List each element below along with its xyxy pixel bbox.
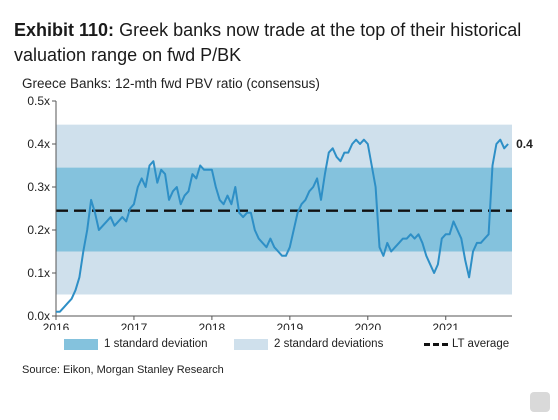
- watermark-logo: [530, 392, 550, 412]
- y-tick-label: 0.1x: [27, 266, 50, 280]
- chart-subtitle: Greece Banks: 12-mth fwd PBV ratio (cons…: [22, 76, 320, 91]
- y-tick-label: 0.0x: [27, 309, 50, 323]
- exhibit-title: Exhibit 110: Greek banks now trade at th…: [14, 18, 534, 68]
- exhibit-number: Exhibit 110:: [14, 20, 115, 40]
- end-value-label: 0.4: [516, 137, 533, 151]
- legend-dash-lt-average: [424, 342, 448, 346]
- y-tick-label: 0.4x: [27, 137, 50, 151]
- x-tick-label: 2018: [199, 321, 226, 330]
- chart-plot: 0.0x 0.1x 0.2x 0.3x 0.4x 0.5x 2016 2017 2018 2019…: [27, 94, 533, 330]
- legend-swatch-1sd: [64, 338, 98, 350]
- legend-label-1sd: 1 standard deviation: [104, 338, 208, 350]
- exhibit-title-text: Greek banks now trade at the top of thei…: [14, 20, 522, 65]
- y-tick-label: 0.3x: [27, 180, 50, 194]
- x-tick-label: 2020: [354, 321, 381, 330]
- legend-label-2sd: 2 standard deviations: [274, 338, 384, 350]
- x-tick-label: 2016: [43, 321, 70, 330]
- legend-item-2sd: 2 standard deviations: [234, 338, 383, 350]
- legend: 1 standard deviation 2 standard deviatio…: [64, 338, 524, 356]
- x-tick-label: 2021: [432, 321, 459, 330]
- y-tick-label: 0.5x: [27, 94, 50, 108]
- x-tick-label: 2019: [276, 321, 303, 330]
- legend-swatch-2sd: [234, 338, 268, 350]
- legend-item-lt-average: LT average: [424, 338, 509, 350]
- legend-label-lt-average: LT average: [452, 338, 510, 350]
- x-tick-label: 2017: [121, 321, 148, 330]
- legend-item-1sd: 1 standard deviation: [64, 338, 208, 350]
- source-note: Source: Eikon, Morgan Stanley Research: [22, 364, 224, 376]
- series-line-pbv: [56, 138, 509, 313]
- y-tick-label: 0.2x: [27, 223, 50, 237]
